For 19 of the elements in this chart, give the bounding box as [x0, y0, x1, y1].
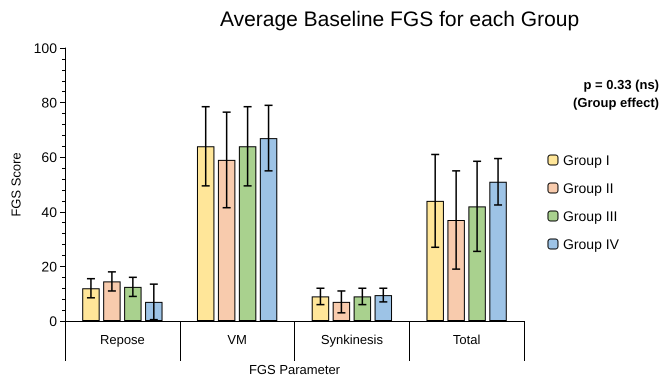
y-tick-label: 80 — [41, 94, 58, 111]
chart-title: Average Baseline FGS for each Group — [220, 8, 580, 31]
y-tick-label: 40 — [41, 204, 58, 220]
legend-label: Group II — [562, 180, 614, 196]
x-tick-label: VM — [227, 332, 247, 347]
text: (Group effect) — [573, 95, 660, 110]
legend-label: Group IV — [562, 236, 620, 252]
x-axis-title: FGS Parameter — [248, 362, 341, 377]
text: p = 0.33 (ns) — [584, 77, 659, 92]
legend-label: Group III — [562, 208, 618, 224]
x-tick-label: Total — [452, 332, 480, 347]
x-tick-label: Synkinesis — [320, 332, 384, 347]
x-tick-label: Repose — [100, 332, 145, 347]
y-tick-label: 0 — [49, 313, 58, 329]
y-tick-label: 20 — [41, 258, 58, 274]
y-axis-title: FGS Score — [8, 152, 24, 217]
legend-label: Group I — [562, 152, 610, 168]
y-tick-label: 60 — [41, 149, 58, 166]
y-tick-label: 100 — [34, 40, 58, 56]
